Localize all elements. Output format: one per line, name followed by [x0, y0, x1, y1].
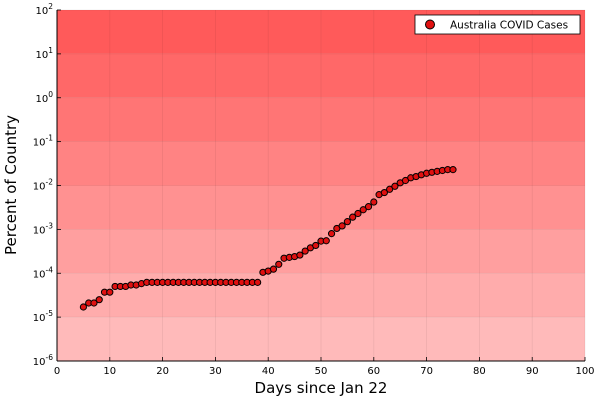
data-point	[95, 296, 103, 304]
x-axis-label: Days since Jan 22	[255, 379, 388, 397]
data-point	[254, 278, 262, 286]
axes	[56, 9, 586, 362]
y-tick-label: 101	[35, 46, 53, 61]
data-point	[338, 222, 346, 230]
data-point	[296, 251, 304, 259]
x-tick-label: 100	[575, 366, 594, 377]
data-points	[79, 166, 457, 311]
x-tick-labels: 0 10 20 30 40 50 60 70 80 90 100	[54, 366, 595, 377]
data-point	[349, 213, 357, 221]
data-point	[301, 247, 309, 255]
legend: Australia COVID Cases	[414, 14, 581, 35]
x-tick-label: 50	[315, 366, 328, 377]
background-bands	[57, 10, 585, 361]
y-tick-label: 100	[35, 90, 53, 105]
data-point	[322, 237, 330, 245]
y-tick-label: 10-6	[33, 353, 53, 368]
data-point	[327, 230, 336, 238]
data-point	[359, 206, 367, 214]
x-tick-label: 90	[526, 366, 539, 377]
data-point	[380, 188, 388, 197]
y-tick-label: 102	[35, 2, 53, 17]
data-point	[364, 203, 373, 211]
legend-label: Australia COVID Cases	[450, 20, 568, 32]
background-band	[57, 141, 585, 186]
x-tick-label: 20	[156, 366, 169, 377]
data-point	[106, 288, 114, 296]
y-tick-label: 10-1	[33, 134, 53, 149]
legend-box	[414, 14, 581, 35]
data-point	[343, 218, 351, 226]
y-tick-labels: 10-6 10-5 10-4 10-3 10-2 10-1 100 101 102	[33, 2, 53, 368]
data-point	[386, 185, 394, 193]
y-tick-label: 10-5	[33, 309, 53, 324]
y-tick-label: 10-4	[33, 265, 53, 280]
y-axis-label: Percent of Country	[2, 115, 20, 255]
x-tick-label: 80	[473, 366, 486, 377]
background-band	[57, 185, 585, 230]
background-band	[57, 97, 585, 142]
y-tick-label: 10-2	[33, 178, 53, 193]
x-tick-label: 60	[367, 366, 380, 377]
background-band	[57, 317, 585, 361]
background-band	[57, 229, 585, 274]
x-tick-label: 30	[209, 366, 222, 377]
data-point	[79, 303, 88, 311]
data-point	[370, 198, 378, 206]
data-point	[275, 260, 283, 268]
data-point	[90, 299, 98, 307]
x-tick-label: 0	[54, 366, 60, 377]
data-point	[312, 241, 320, 250]
data-point	[269, 265, 278, 273]
y-tick-label: 10-3	[33, 221, 53, 236]
data-point	[354, 209, 362, 218]
x-tick-label: 40	[262, 366, 275, 377]
data-point	[391, 182, 399, 190]
data-point	[449, 166, 457, 174]
legend-marker-icon	[425, 19, 435, 30]
background-band	[57, 53, 585, 98]
x-tick-label: 10	[103, 366, 116, 377]
x-tick-label: 70	[420, 366, 433, 377]
